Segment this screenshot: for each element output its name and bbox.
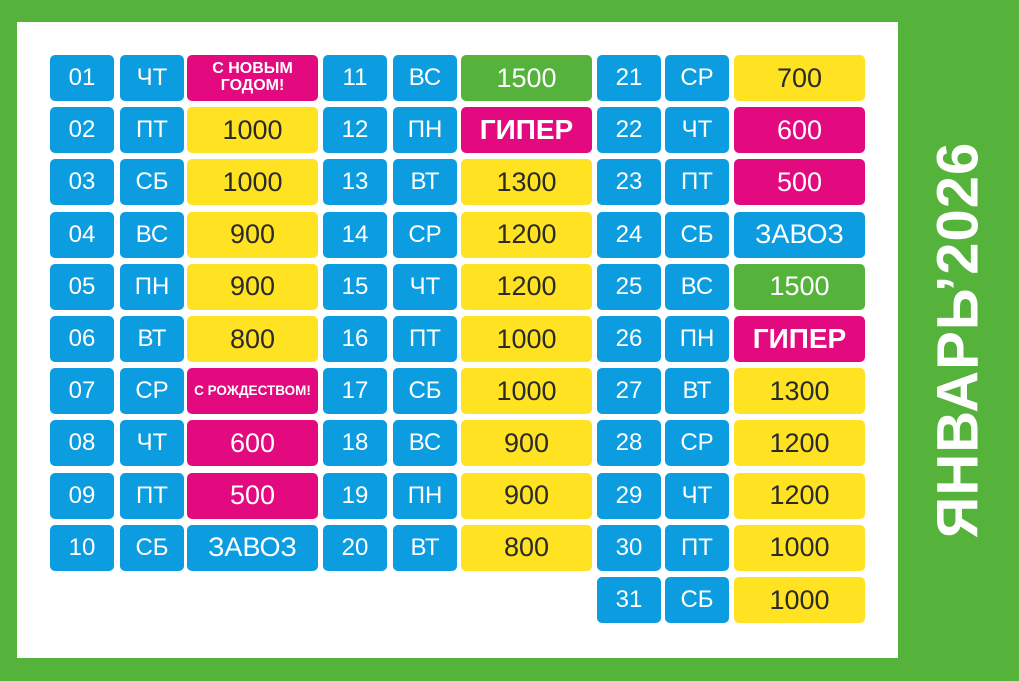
day-value: 500: [187, 472, 318, 519]
day-number: 04: [50, 211, 114, 258]
weekday: ЧТ: [120, 420, 184, 467]
day-number: 28: [597, 420, 661, 467]
day-value: 1000: [734, 524, 865, 571]
day-number: 22: [597, 107, 661, 154]
day-value: 900: [187, 263, 318, 310]
day-number: 26: [597, 316, 661, 362]
day-value: ГИПЕР: [461, 107, 592, 154]
weekday: ПН: [665, 316, 729, 362]
day-value: 900: [187, 211, 318, 258]
weekday: ВС: [393, 55, 457, 101]
weekday: ЧТ: [665, 107, 729, 154]
day-value: ЗАВОЗ: [734, 211, 865, 258]
weekday: ВС: [120, 211, 184, 258]
day-value: 700: [734, 55, 865, 101]
day-number: 21: [597, 55, 661, 101]
day-value: 500: [734, 159, 865, 206]
day-number: 01: [50, 55, 114, 101]
day-number: 25: [597, 263, 661, 310]
weekday: ПТ: [393, 316, 457, 362]
weekday: ЧТ: [393, 263, 457, 310]
day-number: 08: [50, 420, 114, 467]
day-number: 30: [597, 524, 661, 571]
calendar-board: 01 ЧТ С НОВЫМ ГОДОМ! 02 ПТ 1000 03 СБ 1000 04 ВС 90…: [17, 22, 898, 658]
weekday: ПН: [393, 107, 457, 154]
day-value: С НОВЫМ ГОДОМ!: [187, 55, 318, 101]
day-value: 600: [187, 420, 318, 467]
day-number: 03: [50, 159, 114, 206]
weekday: ВТ: [393, 524, 457, 571]
calendar-grid: 01 ЧТ С НОВЫМ ГОДОМ! 02 ПТ 1000 03 СБ 1000 04 ВС 90…: [17, 22, 898, 658]
day-number: 23: [597, 159, 661, 206]
day-value: 1000: [187, 159, 318, 206]
weekday: СБ: [665, 211, 729, 258]
day-number: 10: [50, 524, 114, 571]
day-number: 13: [323, 159, 387, 206]
day-number: 17: [323, 368, 387, 415]
weekday: ПТ: [120, 107, 184, 154]
weekday: ПН: [120, 263, 184, 310]
weekday: СР: [393, 211, 457, 258]
day-value: 600: [734, 107, 865, 154]
day-number: 27: [597, 368, 661, 415]
weekday: ВС: [393, 420, 457, 467]
day-value: 1300: [461, 159, 592, 206]
day-value: 1200: [461, 211, 592, 258]
day-value: 800: [461, 524, 592, 571]
weekday: ЧТ: [665, 472, 729, 519]
day-value: 1200: [734, 472, 865, 519]
weekday: ПТ: [665, 524, 729, 571]
month-title: ЯНВАРЬ’2026: [925, 141, 991, 539]
weekday: ПН: [393, 472, 457, 519]
weekday: ВТ: [393, 159, 457, 206]
day-number: 29: [597, 472, 661, 519]
day-number: 14: [323, 211, 387, 258]
day-value: 900: [461, 472, 592, 519]
day-number: 31: [597, 577, 661, 623]
day-number: 11: [323, 55, 387, 101]
day-value: ЗАВОЗ: [187, 524, 318, 571]
day-number: 12: [323, 107, 387, 154]
weekday: ПТ: [120, 472, 184, 519]
weekday: СР: [665, 55, 729, 101]
day-number: 18: [323, 420, 387, 467]
weekday: ВС: [665, 263, 729, 310]
day-value: 900: [461, 420, 592, 467]
day-value: С РОЖДЕСТВОМ!: [187, 368, 318, 415]
day-number: 09: [50, 472, 114, 519]
day-value: 1000: [734, 577, 865, 623]
weekday: ВТ: [120, 316, 184, 362]
weekday: СБ: [665, 577, 729, 623]
weekday: СБ: [120, 524, 184, 571]
day-number: 19: [323, 472, 387, 519]
day-value: 1500: [734, 263, 865, 310]
day-value: 1000: [461, 368, 592, 415]
day-number: 24: [597, 211, 661, 258]
day-value: ГИПЕР: [734, 316, 865, 362]
day-number: 06: [50, 316, 114, 362]
day-value: 1200: [734, 420, 865, 467]
day-value: 1200: [461, 263, 592, 310]
weekday: СБ: [393, 368, 457, 415]
day-number: 07: [50, 368, 114, 415]
day-value: 800: [187, 316, 318, 362]
day-number: 20: [323, 524, 387, 571]
weekday: СБ: [120, 159, 184, 206]
day-value: 1300: [734, 368, 865, 415]
day-value: 1500: [461, 55, 592, 101]
weekday: ВТ: [665, 368, 729, 415]
weekday: ЧТ: [120, 55, 184, 101]
day-number: 16: [323, 316, 387, 362]
weekday: ПТ: [665, 159, 729, 206]
day-value: 1000: [187, 107, 318, 154]
day-number: 15: [323, 263, 387, 310]
weekday: СР: [120, 368, 184, 415]
weekday: СР: [665, 420, 729, 467]
day-number: 05: [50, 263, 114, 310]
day-value: 1000: [461, 316, 592, 362]
day-number: 02: [50, 107, 114, 154]
